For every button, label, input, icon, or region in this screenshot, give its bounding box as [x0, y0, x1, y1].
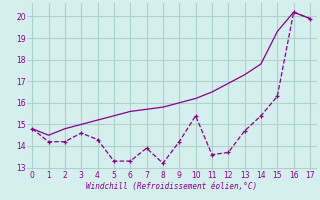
X-axis label: Windchill (Refroidissement éolien,°C): Windchill (Refroidissement éolien,°C) — [86, 182, 258, 191]
